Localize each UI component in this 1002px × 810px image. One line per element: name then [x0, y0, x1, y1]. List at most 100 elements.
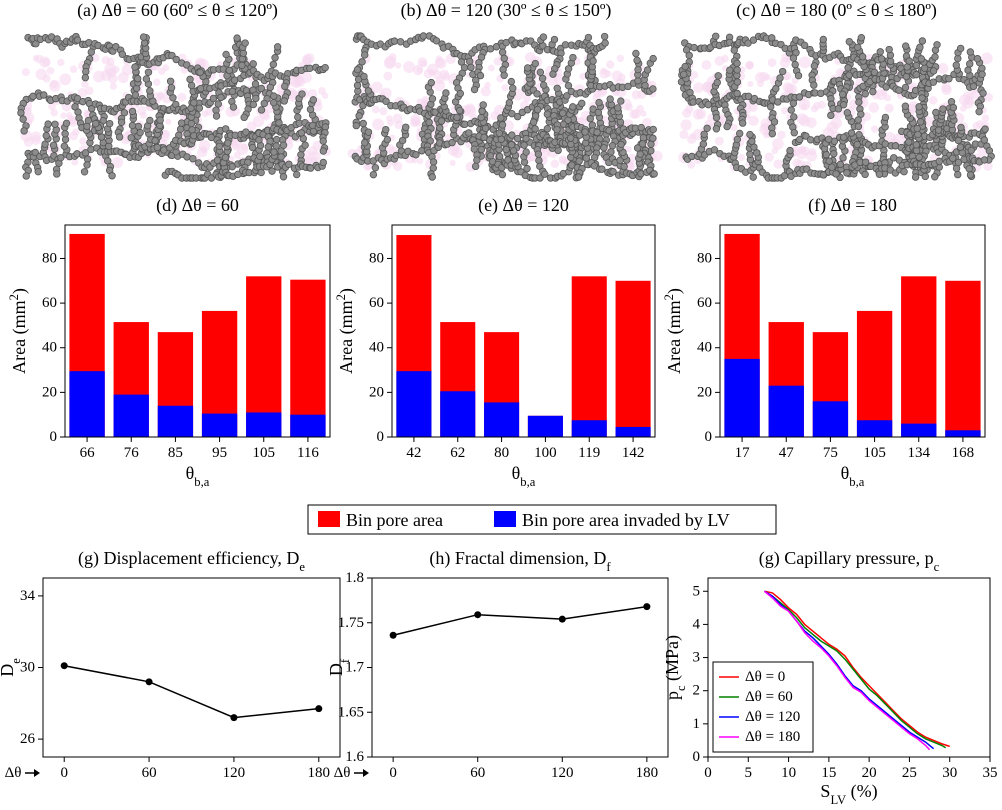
- x-axis-label-part: θ: [841, 463, 850, 483]
- grain: [242, 40, 249, 47]
- pore-background: [137, 106, 147, 116]
- pore-background: [79, 137, 87, 145]
- image-title: (a) Δθ = 60 (60º ≤ θ ≤ 120º): [77, 0, 278, 21]
- pore-background: [551, 160, 559, 168]
- point: [230, 714, 237, 721]
- grain: [213, 113, 220, 120]
- grain: [278, 154, 285, 161]
- grain: [523, 135, 530, 142]
- pore-background: [681, 119, 692, 130]
- grain: [253, 95, 260, 102]
- grain: [443, 90, 450, 97]
- grain: [256, 137, 263, 144]
- grain: [790, 100, 797, 107]
- grain: [23, 173, 30, 180]
- x-tick-label: 0: [389, 765, 397, 781]
- pore-background: [158, 68, 165, 75]
- grain: [258, 107, 265, 114]
- grain: [147, 117, 154, 124]
- grain: [230, 104, 237, 111]
- grain: [167, 78, 174, 85]
- grain: [567, 135, 574, 142]
- grain: [651, 171, 658, 178]
- x-tick-label: 116: [297, 445, 319, 461]
- grain: [848, 130, 855, 137]
- chart-title-part: e: [299, 560, 305, 574]
- grain: [402, 124, 409, 131]
- x-tick-label: 20: [862, 765, 877, 781]
- grain: [882, 114, 889, 121]
- grain: [506, 99, 513, 106]
- grain: [241, 114, 248, 121]
- pore-background: [765, 152, 774, 161]
- grain: [298, 151, 305, 158]
- pore-background: [771, 147, 778, 154]
- grain: [524, 65, 531, 72]
- grain: [981, 157, 988, 164]
- grain: [957, 144, 964, 151]
- grain: [932, 54, 939, 61]
- grain: [981, 137, 988, 144]
- grain: [178, 120, 185, 127]
- grain: [436, 125, 443, 132]
- grain: [532, 113, 539, 120]
- grain: [361, 139, 368, 146]
- pore-background: [42, 58, 50, 66]
- grain: [496, 130, 503, 137]
- pore-background: [773, 159, 782, 168]
- grain: [903, 73, 910, 80]
- bar: [572, 420, 607, 437]
- grain: [157, 117, 164, 124]
- x-marker-arrowhead: [363, 769, 369, 777]
- grain: [902, 84, 909, 91]
- grain: [913, 142, 920, 149]
- grain: [188, 82, 195, 89]
- grain: [508, 142, 515, 149]
- grain: [75, 109, 82, 116]
- grain: [976, 108, 983, 115]
- grain: [430, 159, 437, 166]
- line: [393, 607, 647, 636]
- grain: [265, 144, 272, 151]
- y-axis-label: Area (mm2): [662, 288, 685, 374]
- x-axis-label-part: θ: [512, 463, 521, 483]
- grain: [98, 134, 105, 141]
- grain: [682, 63, 689, 70]
- grain: [787, 147, 794, 154]
- y-tick-label: 20: [42, 384, 57, 400]
- pore-background: [118, 72, 129, 83]
- pore-background: [442, 73, 450, 81]
- x-tick-label: 60: [470, 765, 485, 781]
- pore-background: [631, 109, 640, 118]
- grain: [602, 40, 609, 47]
- pore-background: [417, 67, 423, 73]
- grain: [361, 73, 368, 80]
- grain: [634, 145, 641, 152]
- bar: [114, 395, 149, 437]
- chart-title: (e) Δθ = 120: [478, 195, 569, 216]
- grain: [85, 117, 92, 124]
- grain: [713, 114, 720, 121]
- grain: [508, 78, 515, 85]
- grain: [878, 55, 885, 62]
- pore-background: [682, 108, 692, 118]
- grain: [222, 154, 229, 161]
- grain: [168, 84, 175, 91]
- pore-background: [36, 69, 48, 81]
- bar: [440, 391, 475, 437]
- y-tick-label: 3: [693, 650, 701, 666]
- pore-background: [394, 120, 403, 129]
- pore-background: [49, 80, 61, 92]
- grain: [950, 104, 957, 111]
- y-axis-label: Area (mm2): [7, 288, 30, 374]
- grain: [919, 95, 926, 102]
- pore-background: [831, 118, 842, 129]
- x-tick-label: 0: [60, 765, 68, 781]
- pore-background: [965, 96, 974, 105]
- bar: [246, 412, 281, 437]
- grain: [147, 88, 154, 95]
- bar: [528, 416, 563, 437]
- grain: [749, 138, 756, 145]
- bar: [945, 281, 980, 437]
- grain: [532, 126, 539, 133]
